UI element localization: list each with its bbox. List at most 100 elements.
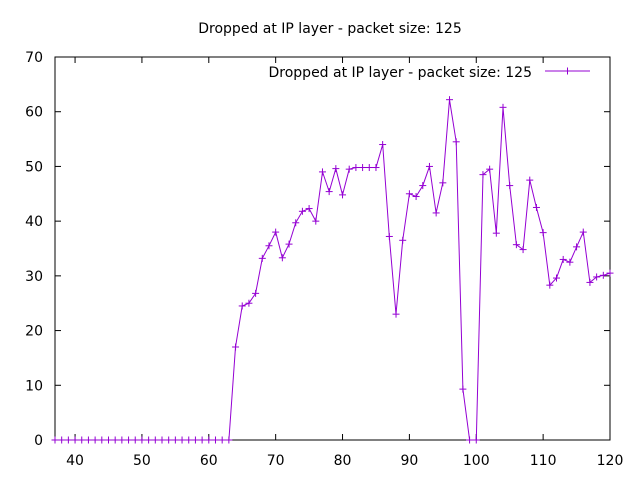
data-point xyxy=(118,436,126,444)
data-point xyxy=(379,141,387,149)
data-point xyxy=(553,274,561,282)
y-tick-label: 50 xyxy=(25,159,43,175)
y-tick-label: 20 xyxy=(25,324,43,340)
data-point xyxy=(466,436,474,444)
data-point xyxy=(439,179,447,187)
y-tick-label: 10 xyxy=(25,378,43,394)
data-point xyxy=(91,436,99,444)
data-point xyxy=(238,302,246,310)
tick-labels: 0 10 20 30 40 50 60 70 40 50 60 70 80 90 100 110 120 xyxy=(25,50,623,469)
x-tick-label: 40 xyxy=(66,453,84,469)
data-point xyxy=(352,164,360,172)
legend: Dropped at IP layer - packet size: 125 xyxy=(269,65,590,81)
data-point xyxy=(318,168,326,176)
data-point xyxy=(225,436,233,444)
data-point xyxy=(211,436,219,444)
data-point xyxy=(285,240,293,248)
data-point xyxy=(71,436,79,444)
data-point xyxy=(78,436,86,444)
data-point xyxy=(111,436,119,444)
data-point xyxy=(446,96,454,104)
data-point xyxy=(539,229,547,237)
data-point xyxy=(606,269,614,277)
data-point xyxy=(278,254,286,262)
data-point xyxy=(131,436,139,444)
plot-area xyxy=(51,96,614,444)
data-point xyxy=(425,162,433,170)
data-point xyxy=(158,436,166,444)
data-point xyxy=(599,271,607,279)
data-point xyxy=(198,436,206,444)
x-tick-label: 70 xyxy=(267,453,285,469)
data-point xyxy=(405,190,413,198)
x-tick-label: 110 xyxy=(530,453,557,469)
data-point xyxy=(232,343,240,351)
data-point xyxy=(151,436,159,444)
data-point xyxy=(365,164,373,172)
data-point xyxy=(205,436,213,444)
data-point xyxy=(185,436,193,444)
data-point xyxy=(191,436,199,444)
data-point xyxy=(292,219,300,227)
data-point xyxy=(312,217,320,225)
data-point xyxy=(245,299,253,307)
data-point xyxy=(125,436,133,444)
data-point xyxy=(399,236,407,244)
data-point xyxy=(392,310,400,318)
data-point xyxy=(526,176,534,184)
data-point xyxy=(512,241,520,249)
y-tick-label: 70 xyxy=(25,50,43,66)
data-point xyxy=(339,191,347,199)
data-point xyxy=(566,258,574,266)
data-point xyxy=(593,273,601,281)
legend-marker xyxy=(564,67,571,75)
data-point xyxy=(51,436,59,444)
data-point xyxy=(479,171,487,179)
data-point xyxy=(499,103,507,111)
data-point xyxy=(165,436,173,444)
legend-label: Dropped at IP layer - packet size: 125 xyxy=(269,65,533,81)
data-point xyxy=(178,436,186,444)
data-point xyxy=(332,165,340,173)
data-point xyxy=(64,436,72,444)
data-point xyxy=(579,228,587,236)
data-point xyxy=(419,182,427,190)
data-point xyxy=(218,436,226,444)
data-point xyxy=(258,254,266,262)
data-point xyxy=(546,281,554,289)
y-tick-label: 0 xyxy=(34,433,43,449)
data-point xyxy=(385,232,393,240)
x-tick-label: 50 xyxy=(133,453,151,469)
data-point xyxy=(532,203,540,211)
plot-border xyxy=(54,56,611,441)
data-point xyxy=(272,228,280,236)
data-point xyxy=(486,165,494,173)
data-point xyxy=(171,436,179,444)
x-tick-label: 100 xyxy=(463,453,490,469)
data-point xyxy=(305,205,313,213)
data-point xyxy=(492,229,500,237)
data-point xyxy=(432,209,440,217)
legend-sample xyxy=(545,67,590,75)
y-tick-label: 40 xyxy=(25,214,43,230)
data-point xyxy=(472,436,480,444)
x-tick-label: 80 xyxy=(334,453,352,469)
x-tick-label: 120 xyxy=(597,453,624,469)
data-point xyxy=(519,246,527,254)
data-point xyxy=(559,255,567,263)
axes xyxy=(54,56,611,441)
x-tick-label: 90 xyxy=(400,453,418,469)
x-tick-label: 60 xyxy=(200,453,218,469)
data-point xyxy=(459,385,467,393)
data-point xyxy=(265,242,273,250)
data-point xyxy=(345,165,353,173)
chart-title: Dropped at IP layer - packet size: 125 xyxy=(198,21,462,37)
data-point xyxy=(138,436,146,444)
data-point xyxy=(452,138,460,146)
data-point xyxy=(252,289,260,297)
y-tick-label: 30 xyxy=(25,269,43,285)
data-point xyxy=(586,278,594,286)
data-point xyxy=(104,436,112,444)
data-point xyxy=(325,188,333,196)
